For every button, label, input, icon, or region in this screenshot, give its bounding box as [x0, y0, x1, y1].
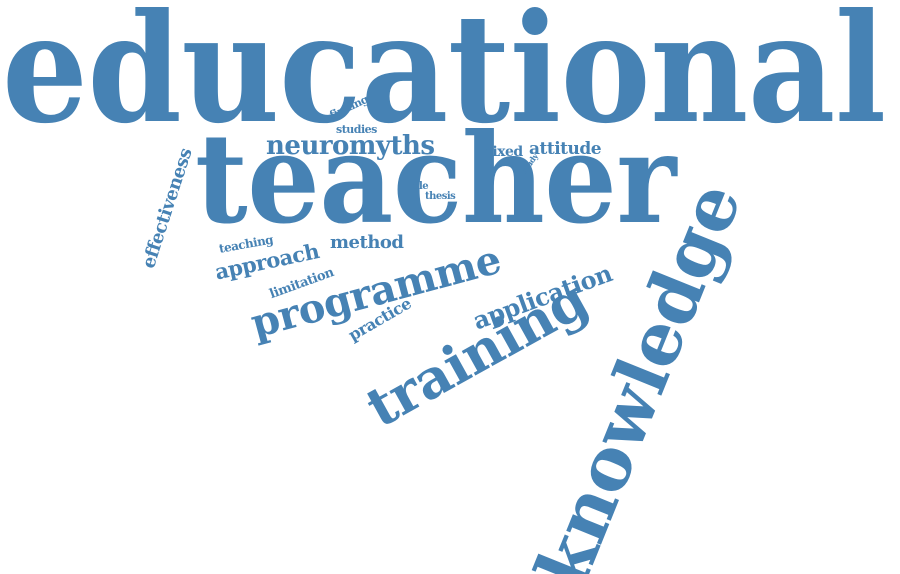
word-role: role: [408, 181, 429, 192]
word-neuromyths: neuromyths: [266, 131, 435, 161]
word-teacher: teacher: [195, 107, 677, 252]
word-effectiveness: effectiveness: [138, 145, 197, 271]
word-attitude: attitude: [529, 139, 602, 159]
word-studies: studies: [336, 123, 377, 136]
word-thesis: thesis: [425, 191, 456, 202]
word-educational: educational: [2, 0, 886, 157]
word-mixed: mixed: [478, 144, 523, 160]
word-method: method: [330, 232, 404, 253]
